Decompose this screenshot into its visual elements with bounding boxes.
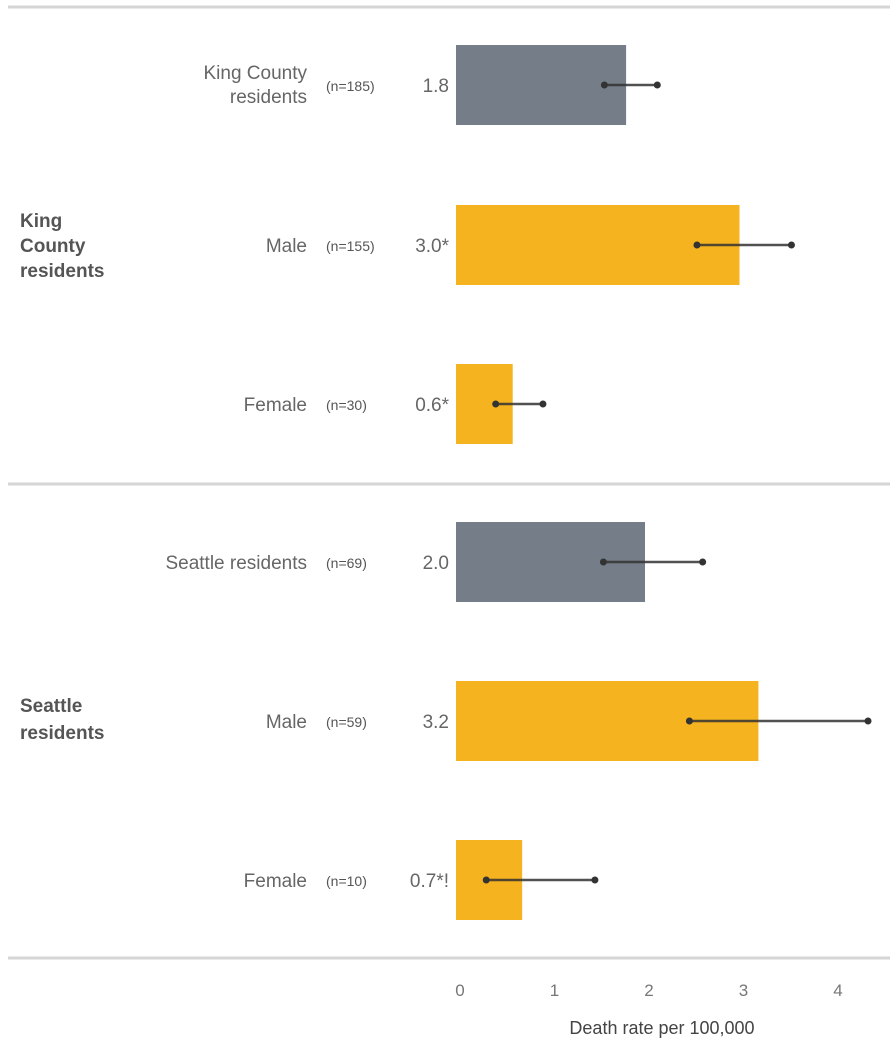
error-bar-lower-point xyxy=(599,558,607,566)
data-label: 1.8 xyxy=(423,76,449,97)
group-label-0: King County residents xyxy=(20,211,104,282)
error-bar-upper-point xyxy=(591,876,599,884)
error-bar-upper-point xyxy=(787,241,795,249)
error-bar-lower-point xyxy=(685,717,693,725)
group-label-1: Seattle residents xyxy=(20,696,104,744)
sample-size-label: (n=30) xyxy=(326,397,367,413)
x-tick-label: 4 xyxy=(833,981,842,1000)
data-label: 0.6* xyxy=(415,395,449,416)
error-bar-upper-point xyxy=(699,558,707,566)
error-bar-lower-point xyxy=(693,241,701,249)
data-label: 2.0 xyxy=(423,553,449,574)
category-label: Male xyxy=(266,236,307,257)
x-axis-title: Death rate per 100,000 xyxy=(569,1018,754,1038)
group-separators xyxy=(8,5,890,960)
bar xyxy=(456,45,627,125)
sample-size-label: (n=10) xyxy=(326,873,367,889)
category-label: King County residents xyxy=(203,63,307,108)
sample-size-label: (n=59) xyxy=(326,714,367,730)
data-label: 3.0* xyxy=(415,236,449,257)
bars-layer xyxy=(456,45,872,920)
x-axis: 0 1 2 3 4 xyxy=(455,981,842,1000)
category-label: Male xyxy=(266,712,307,733)
x-tick-label: 2 xyxy=(644,981,653,1000)
error-bar-upper-point xyxy=(653,81,661,89)
x-tick-label: 3 xyxy=(739,981,748,1000)
data-label: 3.2 xyxy=(423,712,449,733)
x-tick-label: 0 xyxy=(455,981,464,1000)
category-label: Female xyxy=(244,871,307,892)
data-label: 0.7*! xyxy=(410,871,449,892)
bar xyxy=(456,205,740,285)
sample-size-label: (n=185) xyxy=(326,78,375,94)
x-tick-label: 1 xyxy=(550,981,559,1000)
sample-size-label: (n=69) xyxy=(326,555,367,571)
category-label: Seattle residents xyxy=(165,553,307,574)
sample-size-label: (n=155) xyxy=(326,238,375,254)
error-bar-upper-point xyxy=(864,717,872,725)
error-bar-lower-point xyxy=(600,81,608,89)
error-bar-lower-point xyxy=(492,400,500,408)
error-bar-lower-point xyxy=(482,876,490,884)
labels-layer: King County residents King County residents (… xyxy=(20,63,450,892)
error-bar-upper-point xyxy=(539,400,547,408)
category-label: Female xyxy=(244,395,307,416)
